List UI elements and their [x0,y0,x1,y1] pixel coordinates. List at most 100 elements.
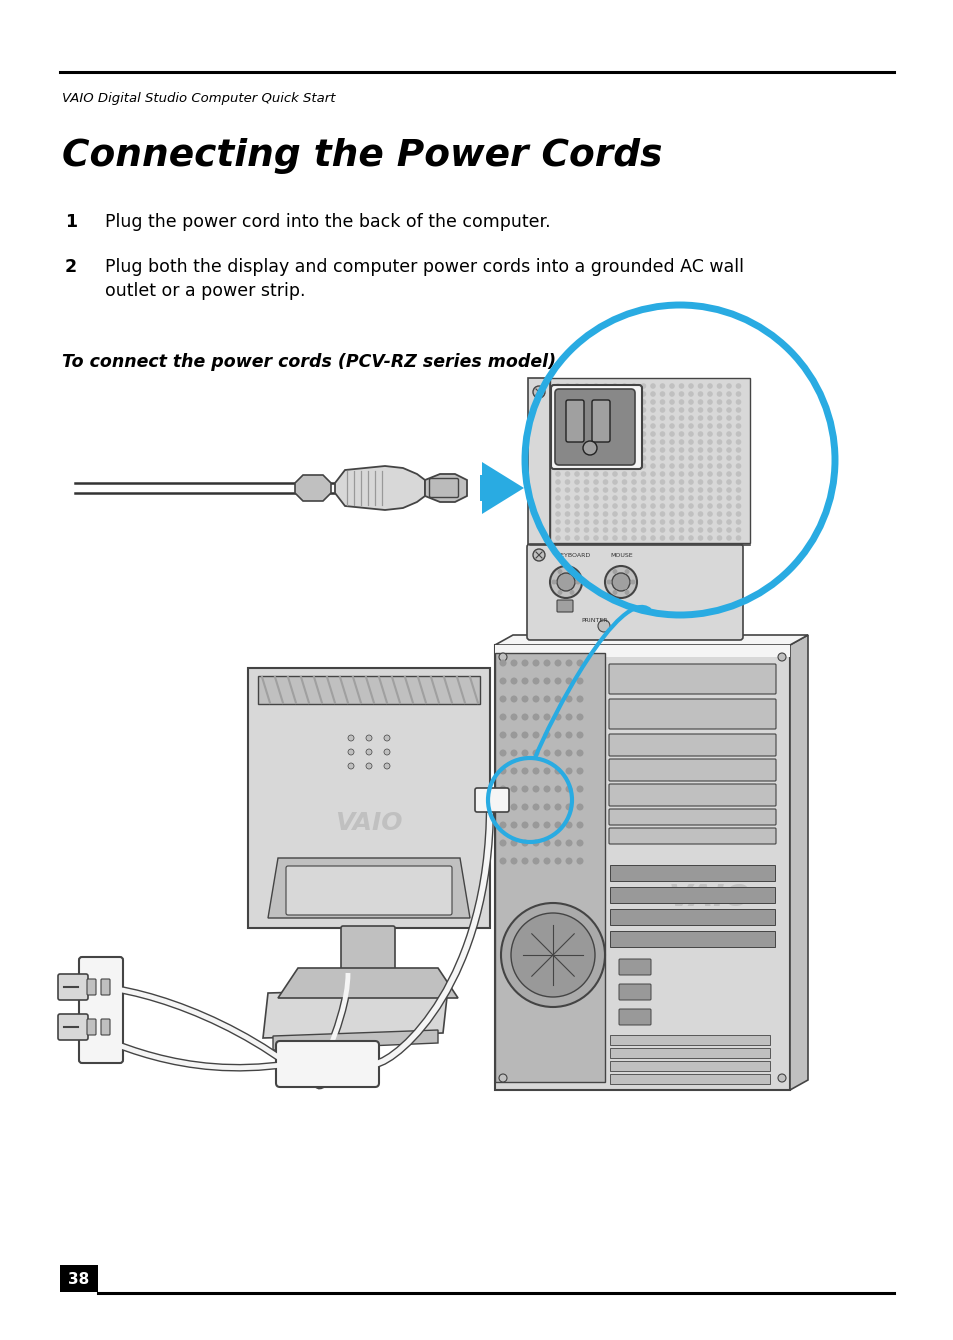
Circle shape [521,804,528,811]
Circle shape [583,488,589,493]
Circle shape [621,511,627,517]
Circle shape [564,399,570,405]
Circle shape [735,535,740,541]
Circle shape [366,762,372,769]
Circle shape [697,423,702,429]
Circle shape [583,472,589,477]
Circle shape [668,407,674,413]
Circle shape [602,383,608,389]
Circle shape [384,736,390,741]
Circle shape [631,535,637,541]
Circle shape [650,407,655,413]
Circle shape [630,579,635,584]
Circle shape [706,383,712,389]
Circle shape [659,448,664,453]
Circle shape [583,399,589,405]
Circle shape [557,574,575,591]
Circle shape [564,383,570,389]
Circle shape [348,749,354,754]
Circle shape [557,590,562,595]
Circle shape [602,464,608,469]
Polygon shape [789,635,807,1089]
Circle shape [650,431,655,437]
Circle shape [697,383,702,389]
Circle shape [612,519,618,525]
Circle shape [678,448,683,453]
Circle shape [735,423,740,429]
Circle shape [735,391,740,397]
Circle shape [725,431,731,437]
FancyBboxPatch shape [618,984,650,1000]
Text: 38: 38 [69,1272,90,1286]
Circle shape [659,440,664,445]
Circle shape [706,399,712,405]
Circle shape [564,480,570,485]
Circle shape [533,549,544,561]
Circle shape [593,448,598,453]
Circle shape [499,713,506,721]
FancyBboxPatch shape [87,1018,96,1034]
Circle shape [659,383,664,389]
Circle shape [716,399,721,405]
Circle shape [555,472,560,477]
Circle shape [668,415,674,421]
Text: PRINTER: PRINTER [581,618,608,623]
Text: VAIO Digital Studio Computer Quick Start: VAIO Digital Studio Computer Quick Start [62,92,335,105]
Circle shape [521,732,528,738]
Circle shape [612,574,629,591]
Circle shape [640,535,645,541]
Circle shape [499,785,506,792]
Circle shape [640,448,645,453]
Circle shape [564,527,570,533]
Circle shape [725,496,731,501]
Circle shape [565,858,572,864]
Circle shape [678,431,683,437]
Circle shape [678,423,683,429]
Circle shape [543,749,550,757]
Circle shape [574,399,579,405]
FancyBboxPatch shape [608,809,775,825]
Circle shape [564,456,570,461]
Circle shape [555,504,560,509]
Circle shape [576,713,583,721]
Circle shape [510,821,517,828]
Circle shape [555,480,560,485]
FancyBboxPatch shape [609,1073,769,1084]
Circle shape [563,584,568,590]
Circle shape [668,399,674,405]
Circle shape [621,440,627,445]
Circle shape [650,527,655,533]
Circle shape [521,785,528,792]
Circle shape [555,456,560,461]
Circle shape [583,415,589,421]
Circle shape [640,527,645,533]
Circle shape [521,695,528,702]
Circle shape [593,383,598,389]
Circle shape [574,423,579,429]
FancyBboxPatch shape [609,931,774,947]
Circle shape [621,415,627,421]
Circle shape [659,407,664,413]
Circle shape [725,423,731,429]
FancyBboxPatch shape [60,1265,98,1292]
Circle shape [640,519,645,525]
Circle shape [593,504,598,509]
Circle shape [521,678,528,685]
Circle shape [612,570,617,574]
Circle shape [583,383,589,389]
Circle shape [650,391,655,397]
Circle shape [565,804,572,811]
Circle shape [602,519,608,525]
Circle shape [574,407,579,413]
Circle shape [555,527,560,533]
Circle shape [697,527,702,533]
Circle shape [499,695,506,702]
Circle shape [706,431,712,437]
Circle shape [498,653,506,661]
Circle shape [640,391,645,397]
Circle shape [612,511,618,517]
Circle shape [687,527,693,533]
Circle shape [659,496,664,501]
Circle shape [678,407,683,413]
Circle shape [706,407,712,413]
